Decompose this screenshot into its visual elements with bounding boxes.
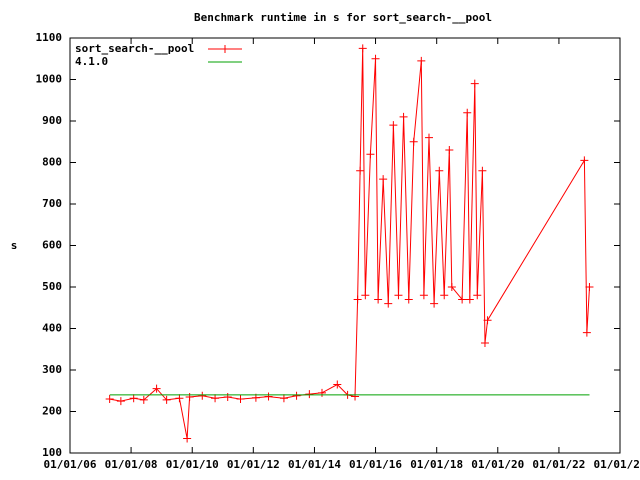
point-marker bbox=[333, 380, 342, 389]
y-tick-label: 400 bbox=[42, 322, 62, 335]
point-marker bbox=[417, 56, 426, 65]
point-marker bbox=[129, 394, 138, 403]
point-marker bbox=[292, 391, 301, 400]
y-axis-label: s bbox=[11, 239, 18, 252]
point-marker bbox=[361, 291, 370, 300]
y-tick-label: 700 bbox=[42, 197, 62, 210]
point-marker bbox=[473, 291, 482, 300]
point-marker bbox=[384, 299, 393, 308]
point-marker bbox=[162, 395, 171, 404]
y-tick-label: 600 bbox=[42, 239, 62, 252]
y-tick-label: 300 bbox=[42, 363, 62, 376]
y-tick-label: 200 bbox=[42, 405, 62, 418]
point-marker bbox=[175, 394, 184, 403]
point-marker bbox=[358, 44, 367, 53]
point-marker bbox=[379, 175, 388, 184]
chart-title: Benchmark runtime in s for sort_search-_… bbox=[194, 11, 492, 24]
point-marker bbox=[152, 384, 161, 393]
x-tick-label: 01/01/12 bbox=[227, 458, 280, 471]
point-marker bbox=[430, 299, 439, 308]
point-marker bbox=[356, 166, 365, 175]
x-tick-label: 01/01/22 bbox=[532, 458, 585, 471]
legend-label: sort_search-__pool bbox=[75, 42, 194, 55]
legend-label: 4.1.0 bbox=[75, 55, 108, 68]
point-marker bbox=[139, 395, 148, 404]
point-marker bbox=[424, 133, 433, 142]
point-marker bbox=[264, 392, 273, 401]
y-tick-label: 1000 bbox=[36, 73, 63, 86]
y-tick-label: 500 bbox=[42, 280, 62, 293]
point-marker bbox=[478, 166, 487, 175]
point-marker bbox=[465, 295, 474, 304]
point-marker bbox=[279, 394, 288, 403]
point-marker bbox=[211, 394, 220, 403]
point-marker bbox=[371, 54, 380, 63]
point-marker bbox=[435, 166, 444, 175]
point-marker bbox=[183, 434, 192, 443]
x-tick-label: 01/01/24 bbox=[594, 458, 640, 471]
point-marker bbox=[185, 392, 194, 401]
x-tick-label: 01/01/08 bbox=[105, 458, 158, 471]
y-tick-label: 1100 bbox=[36, 31, 63, 44]
x-tick-label: 01/01/20 bbox=[471, 458, 524, 471]
point-marker bbox=[317, 388, 326, 397]
point-marker bbox=[580, 156, 589, 165]
point-marker bbox=[366, 150, 375, 159]
point-marker bbox=[419, 291, 428, 300]
x-tick-label: 01/01/18 bbox=[410, 458, 463, 471]
point-marker bbox=[399, 112, 408, 121]
point-marker bbox=[409, 137, 418, 146]
point-marker bbox=[440, 291, 449, 300]
point-marker bbox=[463, 108, 472, 117]
point-marker bbox=[458, 295, 467, 304]
point-marker bbox=[374, 295, 383, 304]
point-marker bbox=[389, 121, 398, 130]
x-tick-label: 01/01/16 bbox=[349, 458, 402, 471]
y-tick-label: 900 bbox=[42, 114, 62, 127]
point-marker bbox=[447, 283, 456, 291]
point-marker bbox=[351, 392, 360, 401]
point-marker bbox=[585, 283, 594, 291]
x-tick-label: 01/01/10 bbox=[166, 458, 219, 471]
point-marker bbox=[445, 146, 454, 155]
point-marker bbox=[236, 395, 245, 404]
point-marker bbox=[404, 295, 413, 304]
point-marker bbox=[582, 328, 591, 337]
point-marker bbox=[394, 291, 403, 300]
x-tick-label: 01/01/06 bbox=[44, 458, 97, 471]
x-tick-label: 01/01/14 bbox=[288, 458, 341, 471]
point-marker bbox=[105, 395, 114, 404]
point-marker bbox=[198, 391, 207, 400]
point-marker bbox=[305, 390, 314, 399]
point-marker bbox=[480, 339, 489, 348]
legend-marker bbox=[221, 45, 229, 53]
point-marker bbox=[116, 397, 125, 406]
point-marker bbox=[483, 316, 492, 325]
y-tick-label: 800 bbox=[42, 156, 62, 169]
y-tick-label: 100 bbox=[42, 446, 62, 459]
point-marker bbox=[470, 79, 479, 88]
point-marker bbox=[223, 392, 232, 401]
point-marker bbox=[353, 295, 362, 304]
